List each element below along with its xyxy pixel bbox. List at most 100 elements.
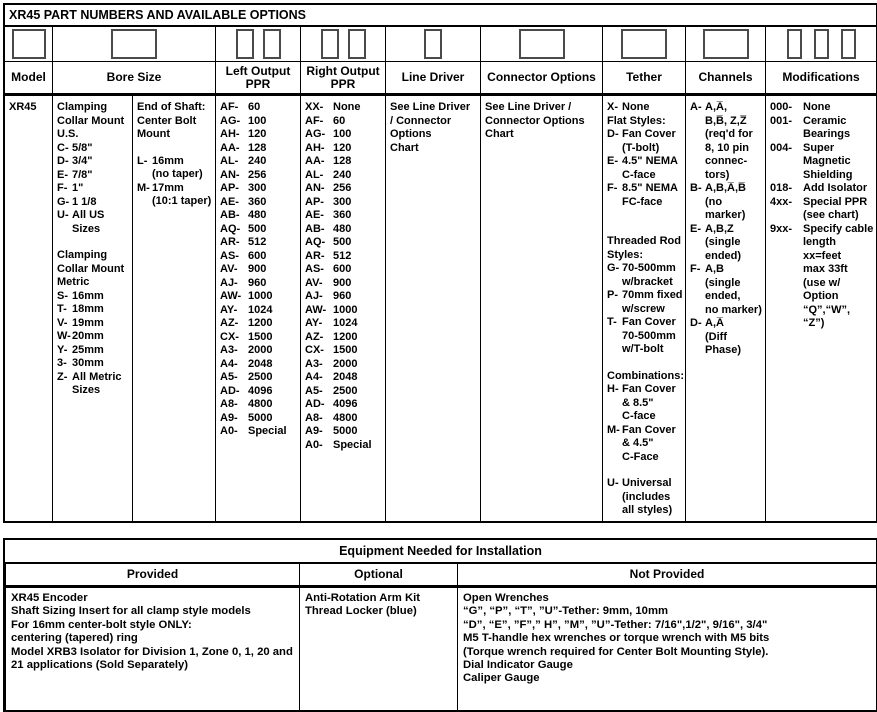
option-code: E- (57, 168, 68, 181)
option-item: AQ- 500 (220, 223, 298, 237)
option-text: 1024 (333, 317, 358, 329)
option-item: T- Fan Cover 70-500mm w/T-bolt (607, 316, 683, 357)
option-text: 5000 (333, 425, 358, 437)
part-number-entry-box (424, 29, 442, 59)
option-item: AJ- 960 (305, 290, 383, 304)
option-item: H- Fan Cover & 8.5" C-face (607, 383, 683, 424)
entry-boxes-channels (685, 27, 765, 61)
equipment-body-row: XR45 Encoder Shaft Sizing Insert for all … (5, 588, 876, 710)
option-text: 20mm (72, 330, 104, 342)
option-text: 360 (333, 209, 352, 221)
option-code: 000- (770, 101, 793, 113)
option-text: 256 (248, 168, 267, 181)
option-group-header: Clamping Collar Mount U.S. (57, 101, 125, 140)
option-group-header: End of Shaft: Center Bolt Mount (137, 101, 206, 140)
option-text: 2500 (248, 371, 273, 383)
option-text: 2000 (333, 357, 358, 370)
option-text: 300 (333, 195, 352, 208)
option-text: 128 (248, 141, 267, 154)
option-text: 2048 (248, 357, 273, 370)
option-item: X- None (607, 101, 683, 115)
option-code: CX- (220, 330, 239, 343)
option-item: 3- 30mm (57, 357, 130, 371)
option-code: C- (57, 141, 69, 154)
option-text: A,B,A̅,B̅ (no marker) (705, 182, 746, 221)
text-line: M5 T-handle hex wrenches or torque wrenc… (463, 632, 770, 645)
option-item: D- Fan Cover (T-bolt) (607, 128, 683, 155)
option-text: 960 (333, 290, 352, 302)
option-text: 960 (248, 276, 267, 289)
option-code: AD- (305, 398, 325, 410)
entry-boxes-tether (602, 27, 685, 61)
text-line: Shaft Sizing Insert for all clamp style … (11, 605, 251, 618)
option-item: A5- 2500 (220, 371, 298, 385)
option-item: E- 4.5" NEMA C-face (607, 155, 683, 182)
option-text: 60 (248, 101, 261, 113)
option-item: AH- 120 (220, 128, 298, 142)
text-line: Open Wrenches (463, 592, 549, 604)
option-code: A- (690, 101, 702, 113)
option-text: A,A̅ (Diff Phase) (705, 317, 742, 356)
option-code: F- (690, 263, 701, 275)
option-item: AD- 4096 (305, 398, 383, 412)
option-text: None (622, 101, 650, 113)
option-item: 9xx- Specify cable length xx=feet max 33f… (770, 223, 874, 331)
option-text: A,B,Z (single ended) (705, 222, 742, 262)
text-line: See Line Driver (390, 101, 471, 113)
part-number-entry-box (11, 29, 46, 59)
text-line: “D”, “E”, ”F”,” H”, ”M”, ”U”-Tether: 7/1… (463, 618, 768, 631)
option-code: A3- (220, 344, 238, 356)
option-text: 3/4" (72, 155, 93, 167)
option-item: AD- 4096 (220, 385, 298, 399)
option-text: 480 (248, 209, 267, 221)
option-item: A5- 2500 (305, 385, 383, 399)
option-code: D- (607, 128, 619, 140)
option-code: G- (57, 195, 70, 208)
option-code: AV- (305, 276, 323, 289)
right-ppr-cell: XX- None AF- 60 AG- 100 AH- 120 AA- 128 AL- 240 AN- 2… (300, 96, 385, 521)
option-code: T- (607, 316, 617, 328)
option-text: 500 (333, 236, 352, 248)
modifications-cell: 000- None 001- Ceramic Bearings 004- Super Ma… (765, 96, 876, 521)
equipment-provided-cell: XR45 Encoder Shaft Sizing Insert for all … (5, 588, 299, 710)
option-text: 900 (248, 263, 267, 275)
option-text: None (803, 101, 831, 113)
option-item: B- A,B,A̅,B̅ (no marker) (690, 182, 763, 223)
part-number-entry-box (621, 29, 667, 59)
option-item: F- 8.5" NEMA FC-face (607, 182, 683, 209)
option-item: A8- 4800 (220, 398, 298, 412)
equipment-not-provided-cell: Open Wrenches “G”, “P”, “T”, ”U”-Tether: … (457, 588, 876, 710)
option-text: 512 (333, 249, 352, 262)
option-code: AL- (305, 168, 324, 181)
option-item: AG- 100 (305, 128, 383, 142)
text-line: “G”, “P”, “T”, ”U”-Tether: 9mm, 10mm (463, 605, 669, 618)
left-ppr-cell: AF- 60 AG- 100 AH- 120 AA- 128 AL- 240 AN- 256 AP- 30… (215, 96, 300, 521)
option-text: 4096 (248, 384, 273, 397)
option-item: AN- 256 (305, 182, 383, 196)
option-item: AA- 128 (220, 142, 298, 156)
option-code: AQ- (220, 222, 241, 235)
option-item: A0- Special (305, 439, 383, 453)
option-code: AH- (305, 141, 325, 154)
option-group-header: Clamping Collar Mount Metric (57, 249, 125, 288)
column-header-bore-size: Bore Size (52, 62, 215, 93)
option-item: F- 1" (57, 182, 130, 196)
option-code: A4- (305, 371, 323, 383)
option-code: AR- (305, 249, 325, 262)
option-code: A8- (305, 411, 323, 424)
option-code: M- (607, 423, 620, 436)
equipment-optional-cell: Anti-Rotation Arm Kit Thread Locker (blue… (299, 588, 457, 710)
option-text: 8.5" NEMA FC-face (622, 182, 678, 208)
option-item: L- 16mm (no taper) (137, 155, 213, 182)
option-text: 600 (333, 263, 352, 275)
option-item: U- Universal (includes all styles) (607, 477, 683, 518)
option-code: 004- (770, 141, 793, 154)
option-item: G- 1 1/8 (57, 196, 130, 210)
option-item: A- A,A̅, B,B̅, Z,Z̅ (req'd for 8, 10 pin … (690, 101, 763, 182)
part-number-entry-box (786, 29, 802, 59)
option-text: Fan Cover 70-500mm w/T-bolt (622, 316, 676, 355)
part-number-entry-row (5, 27, 876, 62)
option-text: 100 (248, 114, 267, 127)
option-text: 300 (248, 182, 267, 194)
option-code: X- (607, 101, 618, 113)
